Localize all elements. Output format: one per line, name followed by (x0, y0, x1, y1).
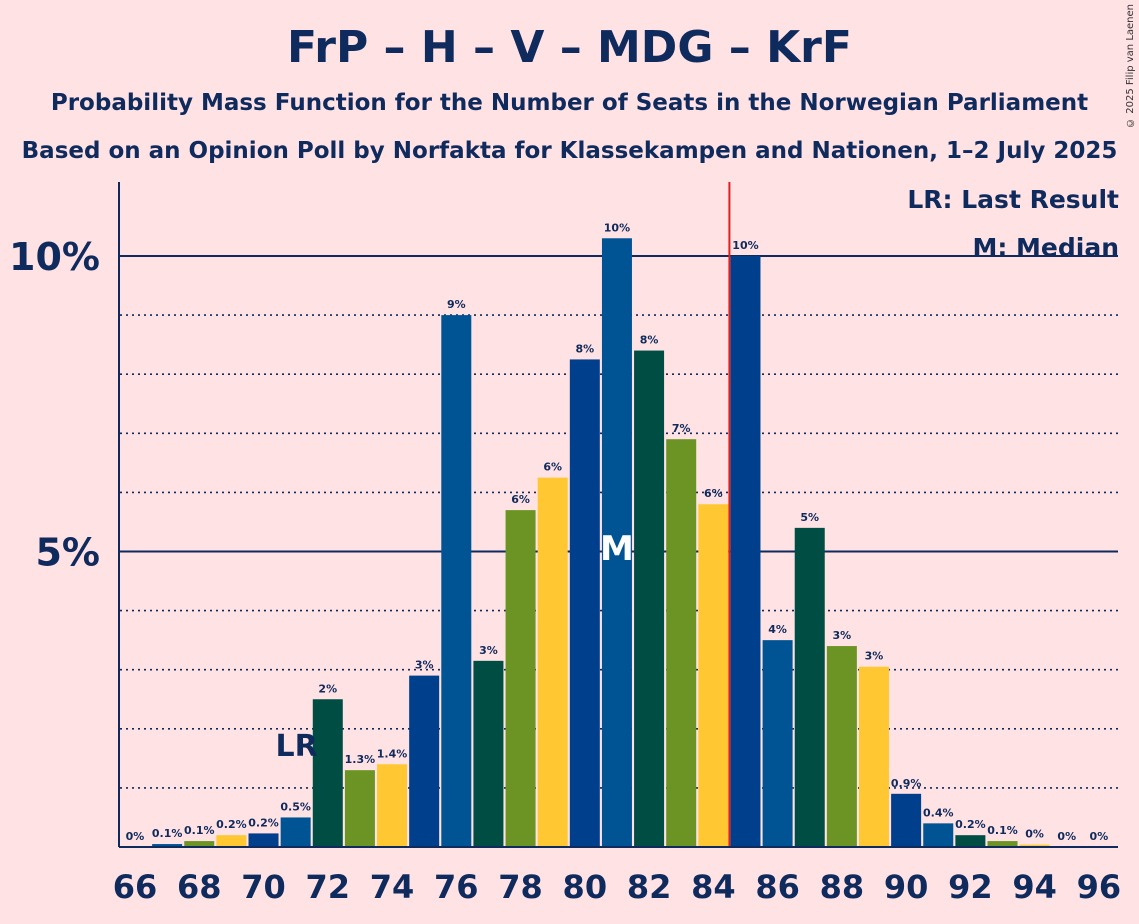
bar-seat-73 (344, 770, 375, 847)
x-tick-label: 86 (755, 868, 800, 906)
bar-value-label: 10% (604, 221, 630, 234)
bar-seat-87 (794, 527, 825, 847)
bar-value-label: 5% (800, 511, 819, 524)
bar-seat-88 (826, 646, 857, 847)
bar-seat-86 (762, 640, 793, 847)
bar-seat-69 (216, 835, 247, 847)
x-tick-label: 68 (177, 868, 222, 906)
bar-seat-82 (634, 350, 665, 847)
legend-last-result: LR: Last Result (907, 185, 1119, 214)
bar-seat-80 (569, 359, 600, 847)
bar-value-label: 3% (865, 650, 884, 663)
bar-value-label: 0% (1025, 828, 1044, 841)
x-tick-label: 72 (306, 868, 351, 906)
bar-seat-68 (184, 841, 215, 847)
x-tick-label: 84 (691, 868, 736, 906)
bar-value-label: 0.2% (216, 818, 247, 831)
y-tick-label: 5% (35, 531, 100, 575)
chart-subtitle-1: Probability Mass Function for the Number… (50, 90, 1089, 116)
x-tick-label: 92 (948, 868, 993, 906)
bar-seat-89 (858, 666, 889, 847)
x-tick-label: 88 (820, 868, 865, 906)
bar-seat-93 (987, 841, 1018, 847)
x-tick-label: 70 (241, 868, 286, 906)
x-tick-label: 66 (113, 868, 158, 906)
bar-value-label: 1.4% (377, 747, 408, 760)
bar-seat-74 (377, 764, 408, 847)
bar-seat-90 (891, 793, 922, 847)
bar-seat-79 (537, 477, 568, 847)
bar-value-label: 9% (447, 298, 466, 311)
x-tick-label: 78 (498, 868, 543, 906)
bar-seat-71 (280, 817, 311, 847)
x-tick-label: 82 (627, 868, 672, 906)
legend-median: M: Median (972, 233, 1119, 262)
bar-value-label: 0% (1057, 830, 1076, 843)
bar-value-label: 7% (672, 422, 691, 435)
bar-seat-72 (312, 699, 343, 847)
bar-seat-81 (601, 238, 632, 847)
x-tick-label: 96 (1077, 868, 1122, 906)
x-tick-label: 80 (563, 868, 608, 906)
bar-value-label: 8% (575, 342, 594, 355)
bar-value-label: 6% (511, 493, 530, 506)
x-tick-label: 76 (434, 868, 479, 906)
bar-seat-84 (698, 504, 729, 847)
chart-subtitle-2: Based on an Opinion Poll by Norfakta for… (21, 138, 1118, 164)
bar-seat-85 (730, 256, 761, 847)
bar-value-label: 0.9% (891, 777, 922, 790)
bar-seat-77 (473, 660, 504, 847)
bar-seat-83 (666, 439, 697, 847)
bar-value-label: 0.1% (152, 827, 183, 840)
x-tick-label: 94 (1012, 868, 1057, 906)
x-tick-label: 90 (884, 868, 929, 906)
bar-seat-70 (248, 833, 279, 847)
bar-value-label: 0.4% (923, 806, 954, 819)
bar-value-label: 8% (640, 334, 659, 347)
bar-value-label: 0.2% (955, 818, 986, 831)
bar-value-label: 1.3% (345, 753, 376, 766)
bar-value-label: 3% (479, 644, 498, 657)
x-tick-label: 74 (370, 868, 415, 906)
last-result-marker: LR (276, 729, 318, 764)
bar-value-label: 0.1% (184, 824, 215, 837)
bar-value-label: 3% (833, 629, 852, 642)
bar-value-label: 6% (704, 487, 723, 500)
bar-seat-67 (152, 844, 183, 847)
bar-value-label: 10% (732, 239, 758, 252)
bar-seat-75 (409, 675, 440, 847)
bar-value-label: 2% (318, 682, 337, 695)
median-marker: M (600, 529, 634, 569)
bar-value-label: 0.5% (280, 800, 311, 813)
bar-seat-91 (923, 823, 954, 847)
bar-value-label: 0% (126, 830, 145, 843)
bar-value-label: 0.2% (248, 816, 279, 829)
bar-seat-94 (1019, 844, 1050, 847)
bar-value-label: 0.1% (987, 824, 1018, 837)
bar-seat-76 (441, 315, 472, 848)
bar-value-label: 4% (768, 623, 787, 636)
bar-seat-78 (505, 510, 536, 847)
bar-seat-92 (955, 835, 986, 847)
y-tick-label: 10% (9, 235, 100, 279)
chart-title: FrP – H – V – MDG – KrF (287, 22, 852, 73)
bar-value-label: 0% (1090, 830, 1109, 843)
bar-value-label: 3% (415, 659, 434, 672)
bar-value-label: 6% (543, 461, 562, 474)
